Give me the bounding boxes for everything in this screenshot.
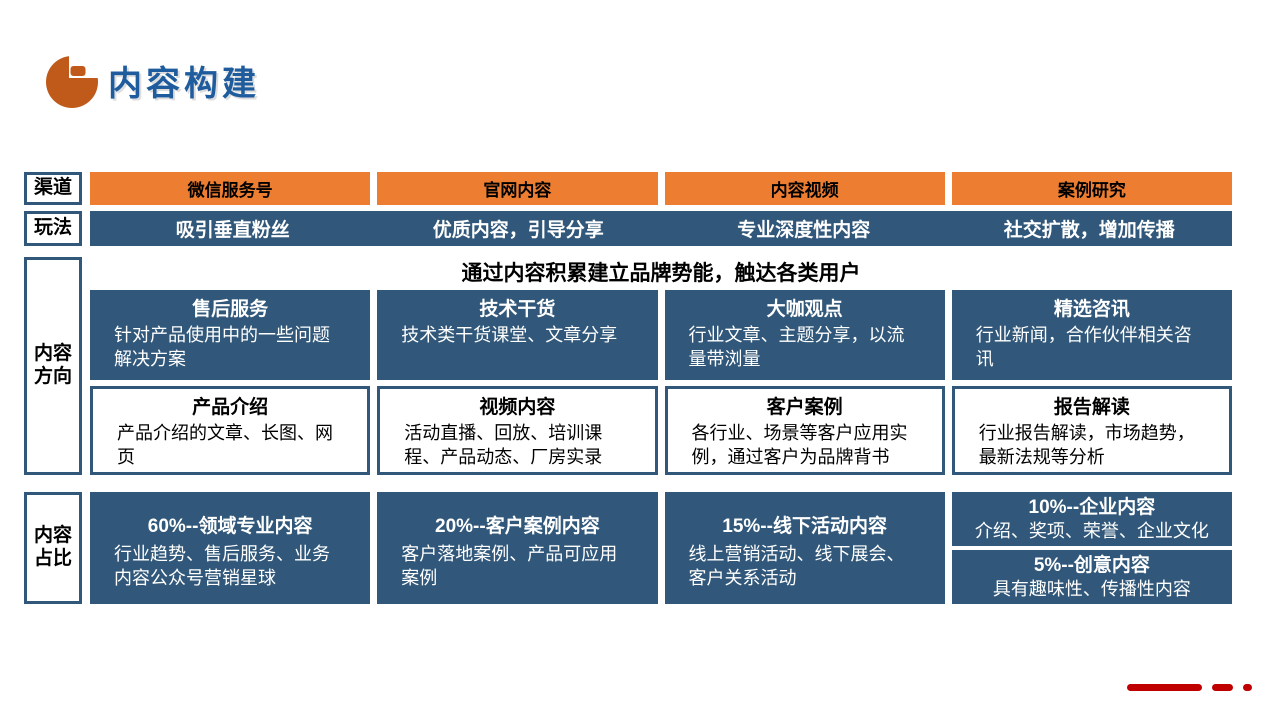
cell-body: 针对产品使用中的一些问题解决方案 bbox=[114, 325, 330, 369]
cell-body: 线上营销活动、线下展会、客户关系活动 bbox=[688, 543, 905, 588]
play-segment: 专业深度性内容 bbox=[737, 220, 871, 241]
play-segment: 吸引垂直粉丝 bbox=[175, 220, 290, 241]
ratio-cell-5: 5%--创意内容 具有趣味性、传播性内容 bbox=[951, 550, 1232, 604]
cell-body: 客户落地案例、产品可应用案例 bbox=[401, 543, 618, 588]
cell-title: 10%--企业内容 bbox=[1028, 496, 1156, 518]
section-content-direction: 内容方向 通过内容积累建立品牌势能，触达各类用户 售后服务 针对产品使用中的一些… bbox=[24, 253, 1232, 475]
cell-body: 行业新闻，合作伙伴相关咨讯 bbox=[975, 325, 1192, 369]
footer-dash-long bbox=[1127, 684, 1202, 691]
footer-dash-medium bbox=[1212, 684, 1233, 691]
cell-title: 60%--领域专业内容 bbox=[147, 515, 313, 537]
cell-title: 客户案例 bbox=[766, 396, 843, 418]
channel-cell-wechat: 微信服务号 bbox=[90, 172, 371, 205]
direction-cell-news: 精选咨讯 行业新闻，合作伙伴相关咨讯 bbox=[951, 290, 1232, 380]
cell-body: 产品介绍的文章、长图、网页 bbox=[117, 422, 333, 467]
direction-cell-after-sales: 售后服务 针对产品使用中的一些问题解决方案 bbox=[90, 290, 371, 380]
cell-body: 各行业、场景等客户应用实例，通过客户为品牌背书 bbox=[691, 422, 908, 467]
direction-secondary-row: 产品介绍 产品介绍的文章、长图、网页 视频内容 活动直播、回放、培训课程、产品动… bbox=[90, 385, 1232, 475]
cell-body: 活动直播、回放、培训课程、产品动态、厂房实录 bbox=[404, 422, 603, 467]
pie-bullet-icon bbox=[46, 52, 98, 108]
slide-header: 内容构建 bbox=[46, 52, 260, 108]
cell-title: 视频内容 bbox=[479, 396, 556, 418]
row-channel: 渠道 微信服务号 官网内容 内容视频 案例研究 bbox=[24, 172, 1232, 205]
row-label-direction: 内容方向 bbox=[24, 257, 82, 475]
section-content-ratio: 内容占比 60%--领域专业内容 行业趋势、售后服务、业务内容公众号营销星球 2… bbox=[24, 492, 1232, 604]
channel-cells: 微信服务号 官网内容 内容视频 案例研究 bbox=[90, 172, 1232, 205]
direction-cell-customer-case: 客户案例 各行业、场景等客户应用实例，通过客户为品牌背书 bbox=[664, 385, 945, 475]
play-segment: 社交扩散，增加传播 bbox=[1003, 220, 1175, 241]
ratio-cell-20: 20%--客户案例内容 客户落地案例、产品可应用案例 bbox=[377, 492, 658, 604]
cell-body: 技术类干货课堂、文章分享 bbox=[401, 325, 618, 345]
page-title: 内容构建 bbox=[108, 64, 260, 103]
cell-title: 15%--线下活动内容 bbox=[722, 515, 887, 537]
channel-cell-case-study: 案例研究 bbox=[951, 172, 1232, 205]
row-label-play: 玩法 bbox=[24, 211, 82, 246]
content-table: 渠道 微信服务号 官网内容 内容视频 案例研究 玩法 吸引垂直粉丝 优质内容，引… bbox=[24, 172, 1232, 604]
ratio-stacked-column: 10%--企业内容 介绍、奖项、荣誉、企业文化 5%--创意内容 具有趣味性、传… bbox=[951, 492, 1232, 604]
footer-dash-dot bbox=[1243, 684, 1252, 691]
channel-cell-video: 内容视频 bbox=[664, 172, 945, 205]
cell-body: 行业趋势、售后服务、业务内容公众号营销星球 bbox=[114, 543, 330, 588]
direction-content: 通过内容积累建立品牌势能，触达各类用户 售后服务 针对产品使用中的一些问题解决方… bbox=[90, 253, 1232, 475]
direction-cell-video-content: 视频内容 活动直播、回放、培训课程、产品动态、厂房实录 bbox=[377, 385, 658, 475]
cell-title: 大咖观点 bbox=[766, 299, 843, 320]
channel-cell-website: 官网内容 bbox=[377, 172, 658, 205]
cell-body: 行业文章、主题分享，以流量带浏量 bbox=[688, 325, 905, 369]
direction-cell-kol: 大咖观点 行业文章、主题分享，以流量带浏量 bbox=[664, 290, 945, 380]
row-play: 玩法 吸引垂直粉丝 优质内容，引导分享 专业深度性内容 社交扩散，增加传播 bbox=[24, 211, 1232, 246]
ratio-cell-10: 10%--企业内容 介绍、奖项、荣誉、企业文化 bbox=[951, 492, 1232, 546]
ratio-cell-60: 60%--领域专业内容 行业趋势、售后服务、业务内容公众号营销星球 bbox=[90, 492, 371, 604]
cell-title: 技术干货 bbox=[479, 299, 556, 320]
cell-title: 20%--客户案例内容 bbox=[435, 515, 600, 537]
cell-title: 报告解读 bbox=[1053, 396, 1130, 418]
cell-title: 5%--创意内容 bbox=[1033, 554, 1150, 576]
row-label-channel: 渠道 bbox=[24, 172, 82, 205]
cell-body: 介绍、奖项、荣誉、企业文化 bbox=[974, 520, 1209, 541]
row-label-ratio: 内容占比 bbox=[24, 492, 82, 604]
cell-body: 行业报告解读，市场趋势，最新法规等分析 bbox=[978, 422, 1195, 467]
direction-cell-report: 报告解读 行业报告解读，市场趋势，最新法规等分析 bbox=[951, 385, 1232, 475]
direction-cell-product-intro: 产品介绍 产品介绍的文章、长图、网页 bbox=[90, 385, 371, 475]
cell-title: 精选咨讯 bbox=[1053, 299, 1130, 320]
ratio-cells: 60%--领域专业内容 行业趋势、售后服务、业务内容公众号营销星球 20%--客… bbox=[90, 492, 1232, 604]
direction-cell-tech: 技术干货 技术类干货课堂、文章分享 bbox=[377, 290, 658, 380]
direction-primary-row: 售后服务 针对产品使用中的一些问题解决方案 技术干货 技术类干货课堂、文章分享 … bbox=[90, 290, 1232, 380]
play-segment: 优质内容，引导分享 bbox=[432, 220, 604, 241]
play-bar: 吸引垂直粉丝 优质内容，引导分享 专业深度性内容 社交扩散，增加传播 bbox=[90, 211, 1232, 246]
direction-header: 通过内容积累建立品牌势能，触达各类用户 bbox=[461, 261, 861, 285]
cell-body: 具有趣味性、传播性内容 bbox=[992, 578, 1191, 599]
ratio-cell-15: 15%--线下活动内容 线上营销活动、线下展会、客户关系活动 bbox=[664, 492, 945, 604]
cell-title: 售后服务 bbox=[192, 299, 269, 320]
cell-title: 产品介绍 bbox=[192, 396, 269, 418]
